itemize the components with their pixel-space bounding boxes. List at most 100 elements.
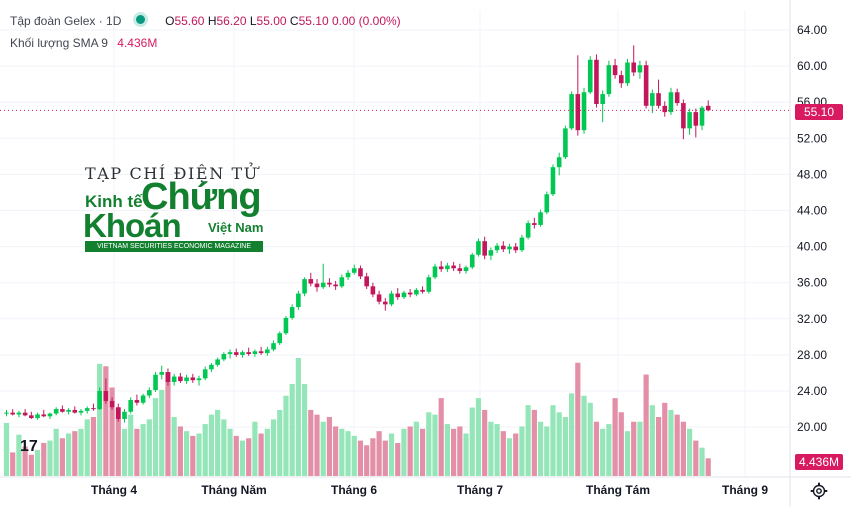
candle-body	[252, 351, 258, 354]
candle-body	[122, 411, 127, 419]
candle-body	[190, 377, 196, 381]
volume-bar	[370, 438, 376, 476]
volume-bar	[16, 434, 22, 476]
candle-body	[41, 414, 47, 417]
volume-bar	[444, 424, 451, 476]
volume-bar	[47, 440, 53, 476]
volume-bar	[531, 409, 537, 476]
candle-body	[451, 265, 456, 269]
logo-khoan: Khoán	[83, 207, 182, 244]
volume-bar	[475, 398, 482, 476]
candle-body	[153, 374, 158, 391]
y-tick-label: 52.00	[797, 131, 827, 145]
candle-body	[47, 413, 53, 417]
volume-bar	[109, 387, 115, 476]
volume-bar	[295, 358, 301, 476]
volume-bar	[550, 405, 556, 476]
tradingview-logo-icon[interactable]: 17	[20, 438, 38, 455]
volume-bar	[668, 409, 674, 476]
candle-body	[438, 266, 444, 270]
volume-bar	[631, 421, 637, 476]
candle-body	[625, 62, 630, 84]
candlesticks	[4, 45, 711, 423]
candle-body	[668, 92, 674, 113]
candle-body	[283, 317, 289, 334]
volume-bar	[376, 431, 382, 476]
volume-bar	[413, 421, 419, 476]
candle-body	[705, 105, 711, 111]
volume-bar	[593, 421, 600, 476]
close-value: 55.10	[298, 14, 329, 28]
candle-body	[519, 237, 525, 251]
candle-body	[227, 352, 233, 354]
y-tick-label: 64.00	[797, 23, 827, 37]
candle-body	[445, 265, 450, 270]
volume-bar	[326, 417, 333, 476]
y-tick-label: 28.00	[797, 348, 827, 362]
ohlc-legend: Tập đoàn Gelex · 1D O55.60 H56.20 L55.00…	[10, 12, 401, 28]
change-value: 0.00 (0.00%)	[331, 14, 401, 28]
volume-bar	[612, 398, 618, 476]
candle-body	[296, 293, 301, 308]
time-axis: Tháng 4 Tháng Năm Tháng 6 Tháng 7 Tháng Tám T…	[91, 483, 768, 497]
settings-gear-icon[interactable]	[810, 482, 828, 500]
volume-bar	[351, 435, 357, 476]
candle-body	[271, 343, 276, 350]
candle-body	[178, 376, 183, 382]
candle-body	[221, 353, 227, 360]
volume-bar	[506, 438, 513, 476]
volume-bar	[146, 419, 152, 476]
logo-chung: Chứng	[141, 176, 262, 218]
candle-body	[277, 333, 283, 344]
candle-body	[128, 400, 133, 412]
candle-body	[109, 400, 115, 408]
candle-body	[594, 59, 599, 105]
y-tick-label: 20.00	[797, 420, 827, 434]
volume-bar	[152, 398, 159, 476]
volume-tag: 4.436M	[795, 454, 843, 470]
volume-bar	[606, 424, 612, 476]
volume-bar	[41, 442, 47, 476]
x-tick-label: Tháng 9	[722, 483, 768, 497]
y-tick-label: 32.00	[797, 312, 827, 326]
candle-body	[60, 409, 65, 412]
candle-body	[289, 307, 295, 318]
high-label: H	[207, 14, 217, 28]
volume-bar	[233, 435, 239, 476]
volume-bar	[3, 422, 10, 476]
candle-body	[345, 272, 351, 278]
volume-bar	[333, 426, 339, 476]
candle-body	[339, 277, 345, 287]
candle-body	[631, 62, 637, 73]
candle-body	[575, 94, 581, 131]
market-status-icon	[132, 12, 148, 27]
volume-bar	[438, 398, 444, 476]
volume-bar	[537, 421, 544, 476]
candle-body	[395, 293, 401, 298]
volume-bar	[208, 414, 215, 476]
candle-body	[699, 107, 705, 126]
volume-bar	[97, 363, 103, 476]
volume-bar	[308, 409, 314, 476]
candle-body	[29, 415, 34, 419]
volume-bar	[22, 446, 28, 476]
volume-bar	[649, 405, 655, 476]
candle-body	[463, 267, 469, 271]
low-value: 55.00	[256, 14, 287, 28]
volume-bar	[121, 428, 128, 476]
candle-body	[358, 268, 363, 277]
volume-bar	[432, 414, 438, 476]
candle-body	[171, 376, 177, 382]
volume-bar	[345, 431, 351, 476]
volume-bar	[314, 414, 320, 476]
volume-bar	[544, 426, 550, 476]
candle-body	[370, 286, 376, 295]
candle-body	[78, 410, 84, 413]
last-price-tag: 55.10	[795, 104, 843, 120]
open-label: O	[165, 14, 175, 28]
volume-bar	[513, 433, 519, 476]
candle-body	[351, 268, 357, 273]
candle-body	[482, 241, 487, 256]
y-tick-label: 60.00	[797, 59, 827, 73]
candle-body	[569, 94, 574, 129]
